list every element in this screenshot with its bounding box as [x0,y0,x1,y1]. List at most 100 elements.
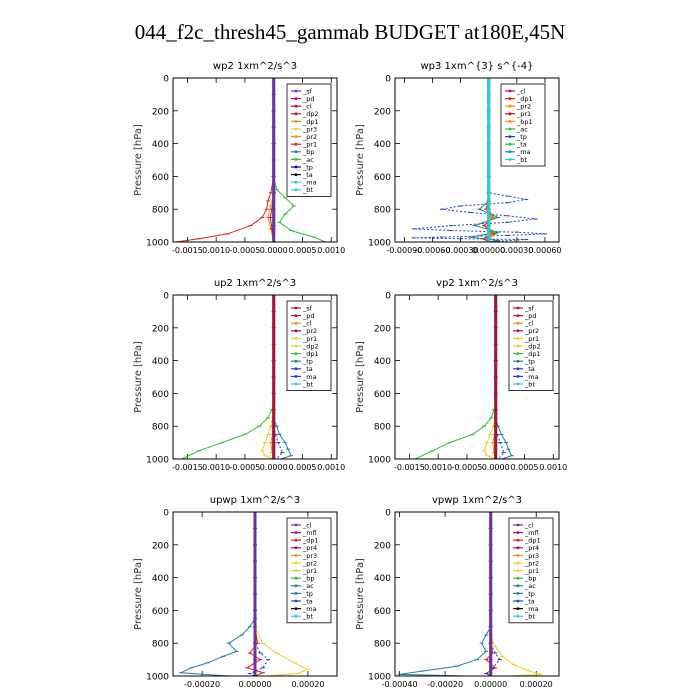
y-tick-label: 200 [152,541,169,551]
series-line [181,295,275,460]
y-tick-label: 0 [385,292,391,302]
legend-marker [508,104,512,108]
legend-entry: _tp [524,590,535,598]
legend-entry: _cl [524,320,534,328]
y-tick-label: 1000 [146,673,169,683]
x-tick-label: 0.00030 [500,246,533,255]
legend-marker [294,561,298,565]
legend-marker [294,188,298,192]
y-tick-label: 400 [374,574,391,584]
legend-entry: _pr1 [302,335,317,343]
legend-marker [294,584,298,588]
legend-marker [294,382,298,386]
legend-marker [294,614,298,618]
legend-entry: _pr1 [524,567,539,575]
legend-entry: _pd [524,312,537,320]
legend-marker [516,576,520,580]
legend-entry: _dp1 [524,537,541,545]
legend-entry: _sf [302,87,313,95]
legend-marker [508,89,512,93]
x-tick-label: 0.0010 [202,463,230,472]
legend-marker [294,523,298,527]
y-axis-label: Pressure [hPa] [355,341,366,413]
legend-marker [294,352,298,355]
legend-marker [516,344,520,348]
legend-entry: _bp [524,575,537,583]
legend-marker [516,614,520,618]
y-axis-label: Pressure [hPa] [133,558,144,630]
legend-marker [516,523,520,527]
plot-frame [172,511,338,677]
legend-entry: _bt [516,156,527,164]
legend-entry: _ac [302,582,314,590]
legend-marker [294,531,298,534]
legend-marker [516,599,520,603]
x-tick-label: -0.00040 [382,680,418,689]
legend-marker [294,546,298,550]
legend-marker [294,135,298,139]
panel-2: wp3 1xm^{3} s^{-4} Pressure [hPa] 0 200 400 6… [355,61,561,255]
legend-entry: _ma [524,373,539,381]
legend-entry: _tp [516,133,527,141]
y-tick-label: 200 [374,324,391,334]
legend-entry: _dp2 [302,110,319,118]
legend-entry: _sf [302,304,313,312]
legend-entry: _bp1 [516,118,533,126]
legend-entry: _ta [524,365,535,373]
legend-marker [294,599,298,603]
x-tick-label: -0.0015 [172,463,203,472]
legend-entry: _dp1 [524,350,541,358]
series-line [414,295,497,460]
legend-marker [516,607,520,610]
panel-1: wp2 1xm^2/s^3 Pressure [hPa] 0 200 400 600 800… [133,61,345,255]
legend-marker [294,173,298,177]
plot-frame [172,77,338,243]
x-tick-label: 0.0000 [482,463,510,472]
x-tick-label: 0.0005 [510,463,538,472]
y-tick-label: 800 [374,206,391,216]
x-tick-label: 0.0010 [317,463,345,472]
legend-entry: _ma [516,148,531,156]
series-line [485,512,501,677]
y-tick-label: 0 [163,292,169,302]
legend-entry: _bt [524,380,535,388]
panel-title: wp3 1xm^{3} s^{-4} [420,61,533,72]
legend-marker [294,158,298,161]
y-tick-label: 800 [152,423,169,433]
x-tick-label: 0.0005 [288,246,316,255]
x-tick-label: 0.00020 [291,680,324,689]
legend-entry: _pr1 [302,567,317,575]
legend-entry: _dp2 [302,342,319,350]
legend-entry: _tp [302,590,313,598]
legend-marker [294,607,298,610]
legend-entry: _ta [302,171,313,179]
panel-title: upwp 1xm^2/s^3 [210,495,300,506]
legend-entry: _dp1 [302,350,319,358]
y-tick-label: 800 [374,423,391,433]
panel-title: vpwp 1xm^2/s^3 [432,495,522,506]
legend-marker [294,367,298,371]
legend-entry: _pr4 [302,544,317,552]
legend-marker [516,375,520,378]
y-tick-label: 1000 [146,456,169,466]
y-tick-label: 0 [385,509,391,519]
legend-marker [516,546,520,550]
legend-entry: _dp2 [524,342,541,350]
x-tick-label: 0.0010 [539,463,567,472]
x-tick-label: 0.0005 [288,463,316,472]
legend-marker [516,531,520,534]
legend-marker [294,569,298,572]
x-tick-label: 0.00020 [520,680,553,689]
x-tick-label: 0.0000 [260,463,288,472]
legend-marker [516,321,520,325]
legend-entry: _cl [524,521,534,529]
series-line [248,512,269,677]
figure-title: 044_f2c_thresh45_gammab BUDGET at180E,45… [134,20,566,44]
legend-marker [508,120,512,123]
y-tick-label: 400 [152,357,169,367]
panel-title: wp2 1xm^2/s^3 [213,61,297,72]
legend-marker [294,344,298,348]
legend-entry: _ac [302,156,314,164]
legend-entry: _pr2 [302,559,317,567]
x-tick-label: 0.0010 [202,246,230,255]
